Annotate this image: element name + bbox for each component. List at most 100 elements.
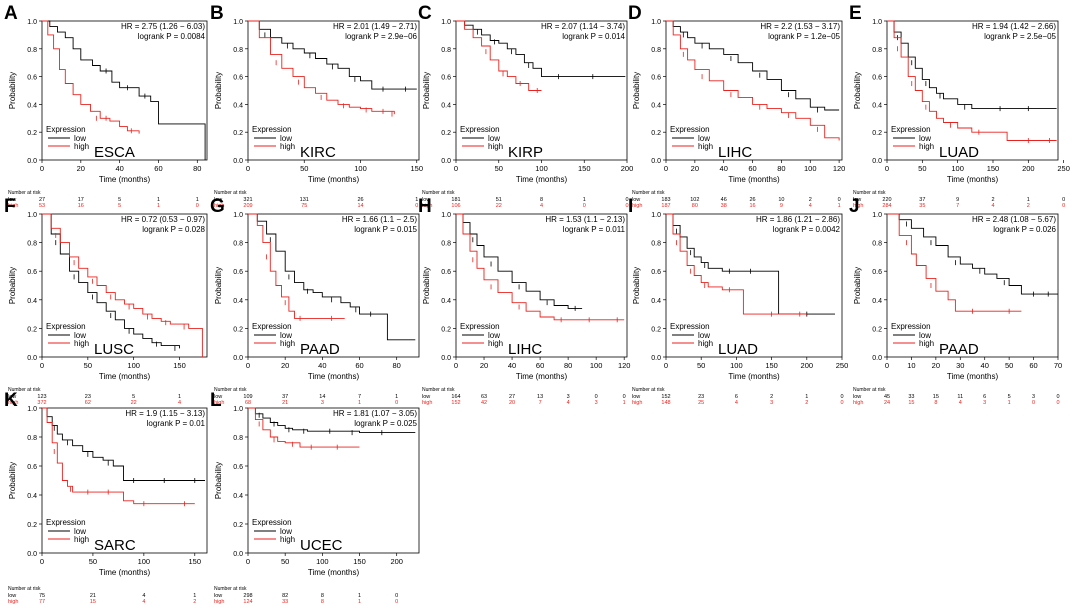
plot-frame <box>665 213 843 358</box>
legend-label-low: low <box>698 331 710 340</box>
risk-count: 14 <box>357 203 363 209</box>
y-tick-label: 0.8 <box>233 241 243 248</box>
y-tick-label: 1.0 <box>651 212 661 219</box>
cancer-type-label: ESCA <box>94 144 135 161</box>
risk-count: 0 <box>1056 400 1059 406</box>
plot-frame <box>886 20 1059 161</box>
panel-letter: H <box>418 196 432 217</box>
risk-count: 284 <box>882 203 891 209</box>
y-tick-label: 0.6 <box>27 269 37 276</box>
x-tick-label: 100 <box>127 361 140 370</box>
risk-table-title: Number at risk <box>632 387 665 393</box>
y-tick-label: 0.4 <box>27 102 37 109</box>
risk-count: 0 <box>840 394 843 400</box>
x-tick-label: 80 <box>393 361 401 370</box>
logrank-p: logrank P = 2.9e−06 <box>345 32 417 41</box>
risk-count: 0 <box>625 197 628 203</box>
x-tick-label: 50 <box>697 361 705 370</box>
risk-row-label-low: low <box>422 394 430 400</box>
legend-label-high: high <box>74 339 89 348</box>
x-tick-label: 0 <box>246 557 250 566</box>
x-tick-label: 200 <box>390 557 403 566</box>
y-tick-label: 0.8 <box>651 241 661 248</box>
y-tick-label: 0.4 <box>651 298 661 305</box>
y-tick-label: 0.6 <box>651 269 661 276</box>
risk-count: 77 <box>39 599 45 605</box>
risk-count: 0 <box>595 394 598 400</box>
x-tick-label: 60 <box>154 164 162 173</box>
x-tick-label: 150 <box>353 557 366 566</box>
y-tick-label: 0.8 <box>872 47 882 54</box>
risk-count: 1 <box>358 400 361 406</box>
legend-label-low: low <box>280 331 292 340</box>
risk-count: 152 <box>661 394 670 400</box>
y-tick-label: 0.4 <box>27 493 37 500</box>
hazard-ratio: HR = 1.94 (1.42 − 2.66) <box>972 22 1056 31</box>
risk-count: 3 <box>321 400 324 406</box>
y-tick-label: 0.2 <box>651 130 661 137</box>
y-tick-label: 0.6 <box>233 464 243 471</box>
survival-curve-high <box>887 20 1057 141</box>
survival-curve-high <box>887 213 1022 312</box>
hazard-ratio: HR = 2.75 (1.26 − 6.03) <box>121 22 205 31</box>
risk-row-label-low: low <box>632 197 640 203</box>
x-tick-label: 0 <box>885 164 889 173</box>
risk-count: 0 <box>415 203 418 209</box>
risk-count: 1 <box>157 203 160 209</box>
y-tick-label: 0.0 <box>651 158 661 165</box>
legend-label-low: low <box>74 134 86 143</box>
x-tick-label: 100 <box>730 361 743 370</box>
y-tick-label: 0.8 <box>441 241 451 248</box>
x-tick-label: 0 <box>885 361 889 370</box>
risk-count: 26 <box>749 197 755 203</box>
risk-count: 0 <box>395 400 398 406</box>
y-tick-label: 0.6 <box>233 269 243 276</box>
risk-count: 38 <box>721 203 727 209</box>
x-tick-label: 20 <box>281 361 289 370</box>
plot-frame <box>247 20 420 161</box>
risk-count: 8 <box>321 599 324 605</box>
survival-curve-high <box>456 20 542 91</box>
risk-table-title: Number at risk <box>214 190 247 196</box>
legend-title: Expression <box>46 518 86 527</box>
risk-count: 45 <box>884 394 890 400</box>
y-tick-label: 0.4 <box>27 298 37 305</box>
y-tick-label: 0.4 <box>651 102 661 109</box>
y-tick-label: 1.0 <box>441 19 451 26</box>
risk-count: 4 <box>142 593 145 599</box>
risk-count: 7 <box>956 203 959 209</box>
risk-table-title: Number at risk <box>853 190 886 196</box>
legend-title: Expression <box>460 322 500 331</box>
x-tick-label: 60 <box>536 361 544 370</box>
x-tick-label: 0 <box>246 164 250 173</box>
risk-count: 68 <box>245 400 251 406</box>
legend-label-high: high <box>488 142 503 151</box>
x-tick-label: 80 <box>777 164 785 173</box>
survival-curve-low <box>42 407 205 481</box>
x-axis-label: Time (months) <box>728 175 780 184</box>
survival-curve-high <box>42 213 203 357</box>
legend-label-high: high <box>698 339 713 348</box>
x-tick-label: 50 <box>84 361 92 370</box>
y-tick-label: 0.0 <box>872 355 882 362</box>
risk-count: 37 <box>919 197 925 203</box>
x-tick-label: 60 <box>355 361 363 370</box>
x-tick-label: 150 <box>189 557 202 566</box>
risk-count: 0 <box>1032 400 1035 406</box>
legend-label-high: high <box>919 339 934 348</box>
logrank-p: logrank P = 0.026 <box>993 225 1056 234</box>
y-tick-label: 0.8 <box>27 241 37 248</box>
risk-count: 6 <box>983 394 986 400</box>
y-tick-label: 0.2 <box>872 130 882 137</box>
x-axis-label: Time (months) <box>308 372 360 381</box>
x-axis-label: Time (months) <box>516 175 568 184</box>
y-tick-label: 0.2 <box>233 130 243 137</box>
risk-row-label-high: high <box>853 400 863 406</box>
x-axis-label: Time (months) <box>308 568 360 577</box>
x-tick-label: 80 <box>193 164 201 173</box>
risk-count: 27 <box>509 394 515 400</box>
y-tick-label: 0.4 <box>233 102 243 109</box>
hazard-ratio: HR = 1.81 (1.07 − 3.05) <box>333 409 417 418</box>
survival-curve-low <box>248 407 416 434</box>
